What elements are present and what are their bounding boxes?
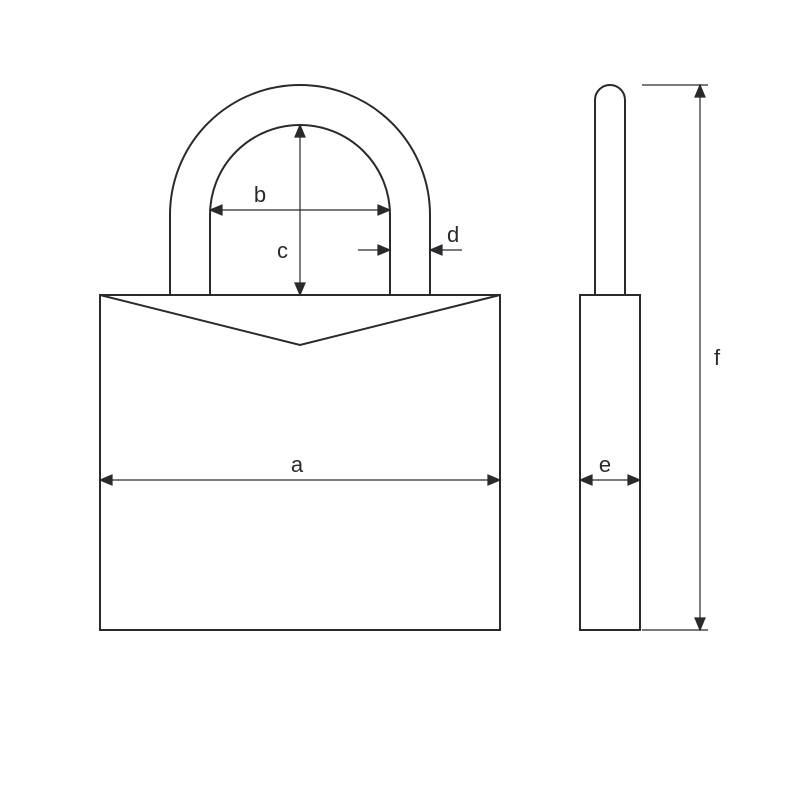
dimension-d-label: d — [447, 222, 459, 247]
dimension-e-label: e — [599, 452, 611, 477]
dimension-d: d — [358, 222, 462, 255]
dimension-c-label: c — [277, 238, 288, 263]
dimension-f-label: f — [714, 345, 721, 370]
dimension-e: e — [580, 452, 640, 485]
padlock-shackle-side — [595, 85, 625, 295]
padlock-body-chevron — [100, 295, 500, 345]
dimension-a-label: a — [291, 452, 304, 477]
dimension-f: f — [642, 85, 721, 630]
dimension-b-label: b — [254, 182, 266, 207]
dimension-a: a — [100, 452, 500, 485]
padlock-diagram: a b c d e f — [0, 0, 800, 800]
